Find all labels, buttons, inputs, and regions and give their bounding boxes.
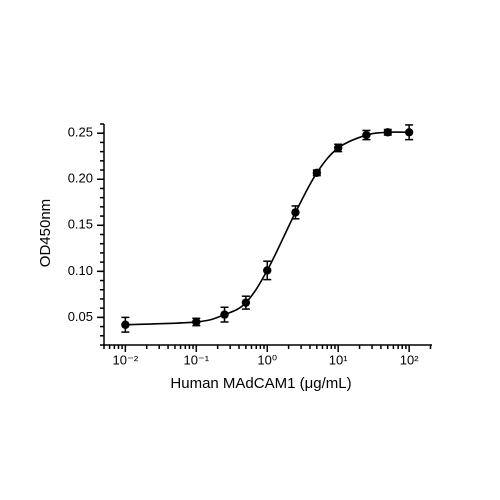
- data-point: [312, 168, 322, 178]
- x-tick-label: 10¹: [329, 352, 348, 367]
- y-tick-label: 0.05: [68, 309, 93, 324]
- data-point: [263, 266, 272, 275]
- data-point: [291, 208, 300, 217]
- data-point: [404, 128, 414, 137]
- x-tick-label: 10⁻¹: [183, 352, 209, 367]
- y-axis-label: OD450nm: [37, 199, 54, 267]
- fit-curve: [125, 131, 410, 326]
- x-axis-label: Human MAdCAM1 (μg/mL): [170, 375, 351, 392]
- y-tick-label: 0.25: [68, 125, 93, 140]
- x-tick-label: 10⁻²: [113, 352, 139, 367]
- data-point: [220, 310, 229, 319]
- data-point: [121, 320, 130, 329]
- x-tick-label: 10⁰: [257, 352, 277, 367]
- data-point: [333, 143, 343, 153]
- y-tick-label: 0.20: [68, 171, 93, 186]
- x-tick-label: 10²: [400, 352, 419, 367]
- y-tick-label: 0.15: [68, 217, 93, 232]
- data-point: [362, 130, 371, 140]
- data-point: [192, 317, 201, 327]
- data-point: [241, 298, 251, 307]
- y-tick-label: 0.10: [68, 263, 93, 278]
- data-point: [383, 128, 392, 137]
